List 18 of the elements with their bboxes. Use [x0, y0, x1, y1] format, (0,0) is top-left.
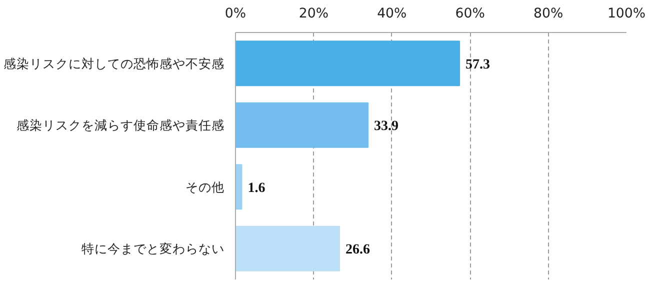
data-label: 1.6	[248, 180, 266, 196]
x-tick-label: 0%	[224, 6, 246, 22]
bar	[236, 40, 460, 86]
x-tick-label: 20%	[298, 6, 329, 22]
x-tick-label: 60%	[455, 6, 485, 22]
x-tick-label: 80%	[533, 6, 564, 22]
x-tick-label: 100%	[607, 6, 646, 22]
bar	[236, 164, 242, 210]
bar	[236, 226, 340, 272]
data-label: 26.6	[346, 242, 370, 258]
data-label: 33.9	[374, 119, 399, 134]
y-tick-label: その他	[186, 179, 224, 194]
y-tick-label: 特に今までと変わらない	[82, 241, 224, 256]
x-tick-label: 40%	[377, 6, 407, 22]
y-tick-label: 感染リスクに対しての恐怖感や不安感	[4, 56, 224, 71]
bar	[236, 102, 369, 148]
y-tick-label: 感染リスクを減らす使命感や責任感	[16, 118, 224, 133]
data-label: 57.3	[466, 57, 490, 72]
